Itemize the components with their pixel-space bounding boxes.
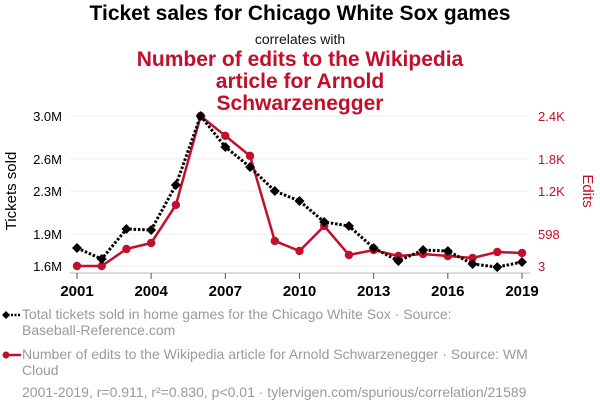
y-tick-label-right: 3 [538, 259, 545, 274]
y-tick-label-right: 598 [538, 227, 560, 242]
edits-point [245, 151, 255, 161]
tickets-point [146, 225, 157, 235]
tickets-point [72, 243, 82, 253]
edits-point [344, 250, 354, 260]
subtitle-text: Number of edits to the Wikipedia article… [136, 48, 464, 115]
tickets-point [319, 216, 330, 227]
edits-point [122, 244, 131, 254]
x-tick-label: 2004 [134, 283, 168, 300]
y-tick-label-right: 1.8K [538, 152, 565, 167]
tickets-point [467, 258, 478, 269]
tickets-point [442, 246, 453, 256]
y-tick-label-right: 2.4K [538, 109, 565, 124]
tickets-point [418, 245, 429, 256]
tickets-point [368, 243, 379, 253]
edits-point [270, 236, 279, 246]
chart-connector-text: correlates with [254, 31, 346, 47]
legend-circle-line-icon [2, 351, 21, 359]
edits-point [97, 261, 106, 271]
tickets-point [492, 262, 503, 273]
x-tick-label: 2001 [60, 283, 93, 300]
axes: 1.6M 1.9M 2.3M 2.6M 3.0M 3 598 1.2K 1.8K 2.4K 2001… [33, 109, 565, 300]
edits-point [468, 253, 477, 263]
tickets-point [393, 255, 404, 266]
edits-point [171, 200, 181, 210]
legend-diamond-dotted-icon [2, 311, 21, 319]
tickets-point [170, 180, 181, 190]
legend-label-tickets: Total tickets sold in home games for the… [22, 306, 452, 338]
edits-point [221, 131, 230, 141]
tickets-point [294, 195, 305, 206]
y-axis-label-left: Tickets sold [3, 152, 20, 231]
x-tick-label: 2019 [505, 283, 538, 300]
gridlines [70, 115, 530, 267]
tickets-point [517, 257, 527, 268]
y-tick-label-left: 1.9M [33, 227, 62, 242]
x-tick-label: 2016 [431, 283, 464, 300]
y-axis-label-right: Edits [579, 174, 596, 207]
tickets-point [269, 186, 280, 196]
series-tickets [72, 111, 527, 273]
chart-subtitle: Number of edits to the Wikipedia article… [0, 49, 600, 115]
y-tick-label-left: 2.3M [33, 184, 62, 199]
y-tick-label-left: 2.6M [33, 152, 62, 167]
edits-point [72, 261, 82, 271]
legend-item-tickets: Total tickets sold in home games for the… [2, 306, 492, 338]
edits-point [146, 238, 156, 248]
y-tick-label-right: 1.2K [538, 184, 565, 199]
tickets-point [245, 162, 256, 172]
tickets-point [195, 111, 206, 121]
edits-point [295, 246, 304, 256]
legend-label-edits: Number of edits to the Wikipedia article… [22, 346, 528, 378]
tickets-point [96, 254, 107, 265]
x-tick-label: 2007 [209, 283, 242, 300]
edits-point [517, 248, 527, 258]
y-tick-label-left: 1.6M [33, 259, 62, 274]
x-tick-label: 2013 [357, 283, 390, 300]
y-tick-label-left: 3.0M [33, 109, 62, 124]
chart-title: Ticket sales for Chicago White Sox games [89, 2, 511, 25]
tickets-point [220, 141, 231, 152]
tickets-point [343, 221, 354, 232]
tickets-point [121, 224, 132, 235]
edits-point [493, 247, 502, 257]
legend-item-edits: Number of edits to the Wikipedia article… [2, 346, 542, 378]
x-tick-label: 2010 [283, 283, 316, 300]
footer-stats: 2001-2019, r=0.911, r²=0.830, p<0.01 · t… [22, 384, 527, 400]
